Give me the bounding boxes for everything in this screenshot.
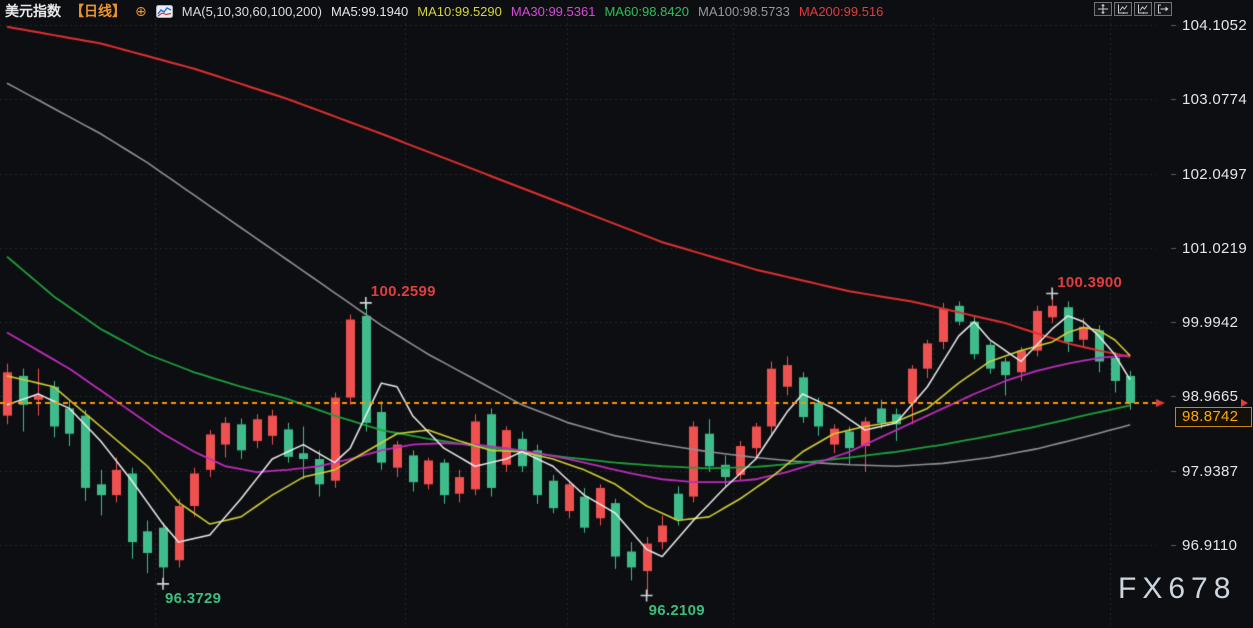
ma100-value: MA100:98.5733 bbox=[698, 3, 790, 19]
scale-chart-left-icon[interactable] bbox=[1114, 2, 1132, 16]
symbol-title: 美元指数 bbox=[5, 3, 61, 19]
add-indicator-icon[interactable]: ⊕ bbox=[135, 3, 147, 19]
axis-label: 96.9110 bbox=[1182, 536, 1238, 554]
ma60-value: MA60:98.8420 bbox=[604, 3, 690, 19]
axis-label: 103.0774 bbox=[1182, 91, 1247, 109]
scale-chart-right-icon[interactable] bbox=[1134, 2, 1152, 16]
ma30-value: MA30:99.5361 bbox=[510, 3, 596, 19]
price-direction-arrow-icon bbox=[1241, 399, 1248, 408]
ma5-value: MA5:99.1940 bbox=[330, 3, 409, 19]
axis-label: 97.9387 bbox=[1182, 462, 1239, 480]
low-annotation: 96.3729 bbox=[165, 589, 222, 607]
high-annotation: 100.3900 bbox=[1057, 273, 1123, 291]
watermark: FX678 bbox=[1118, 572, 1237, 605]
export-chart-icon[interactable] bbox=[1154, 2, 1172, 16]
ma-group-label: MA(5,10,30,60,100,200) bbox=[181, 3, 322, 19]
timeframe-label[interactable]: 【日线】 bbox=[70, 3, 126, 19]
chart-header: 美元指数 【日线】 ⊕ MA(5,10,30,60,100,200) MA5:9… bbox=[5, 2, 883, 20]
mini-line-chart-icon[interactable] bbox=[155, 4, 173, 18]
low-annotation: 96.2109 bbox=[648, 601, 705, 619]
axis-label: 99.9942 bbox=[1182, 314, 1239, 332]
axis-label: 101.0219 bbox=[1182, 239, 1247, 257]
chart-toolbar bbox=[1094, 2, 1172, 16]
ma200-value: MA200:99.516 bbox=[798, 3, 884, 19]
high-annotation: 100.2599 bbox=[370, 282, 436, 300]
axis-label: 98.9665 bbox=[1182, 388, 1239, 406]
ma10-value: MA10:99.5290 bbox=[417, 3, 502, 19]
axis-label: 104.1052 bbox=[1182, 16, 1247, 34]
axis-label: 102.0497 bbox=[1182, 165, 1247, 183]
current-price-tag: 98.8742 bbox=[1175, 407, 1252, 428]
pan-crosshair-icon[interactable] bbox=[1094, 2, 1112, 16]
